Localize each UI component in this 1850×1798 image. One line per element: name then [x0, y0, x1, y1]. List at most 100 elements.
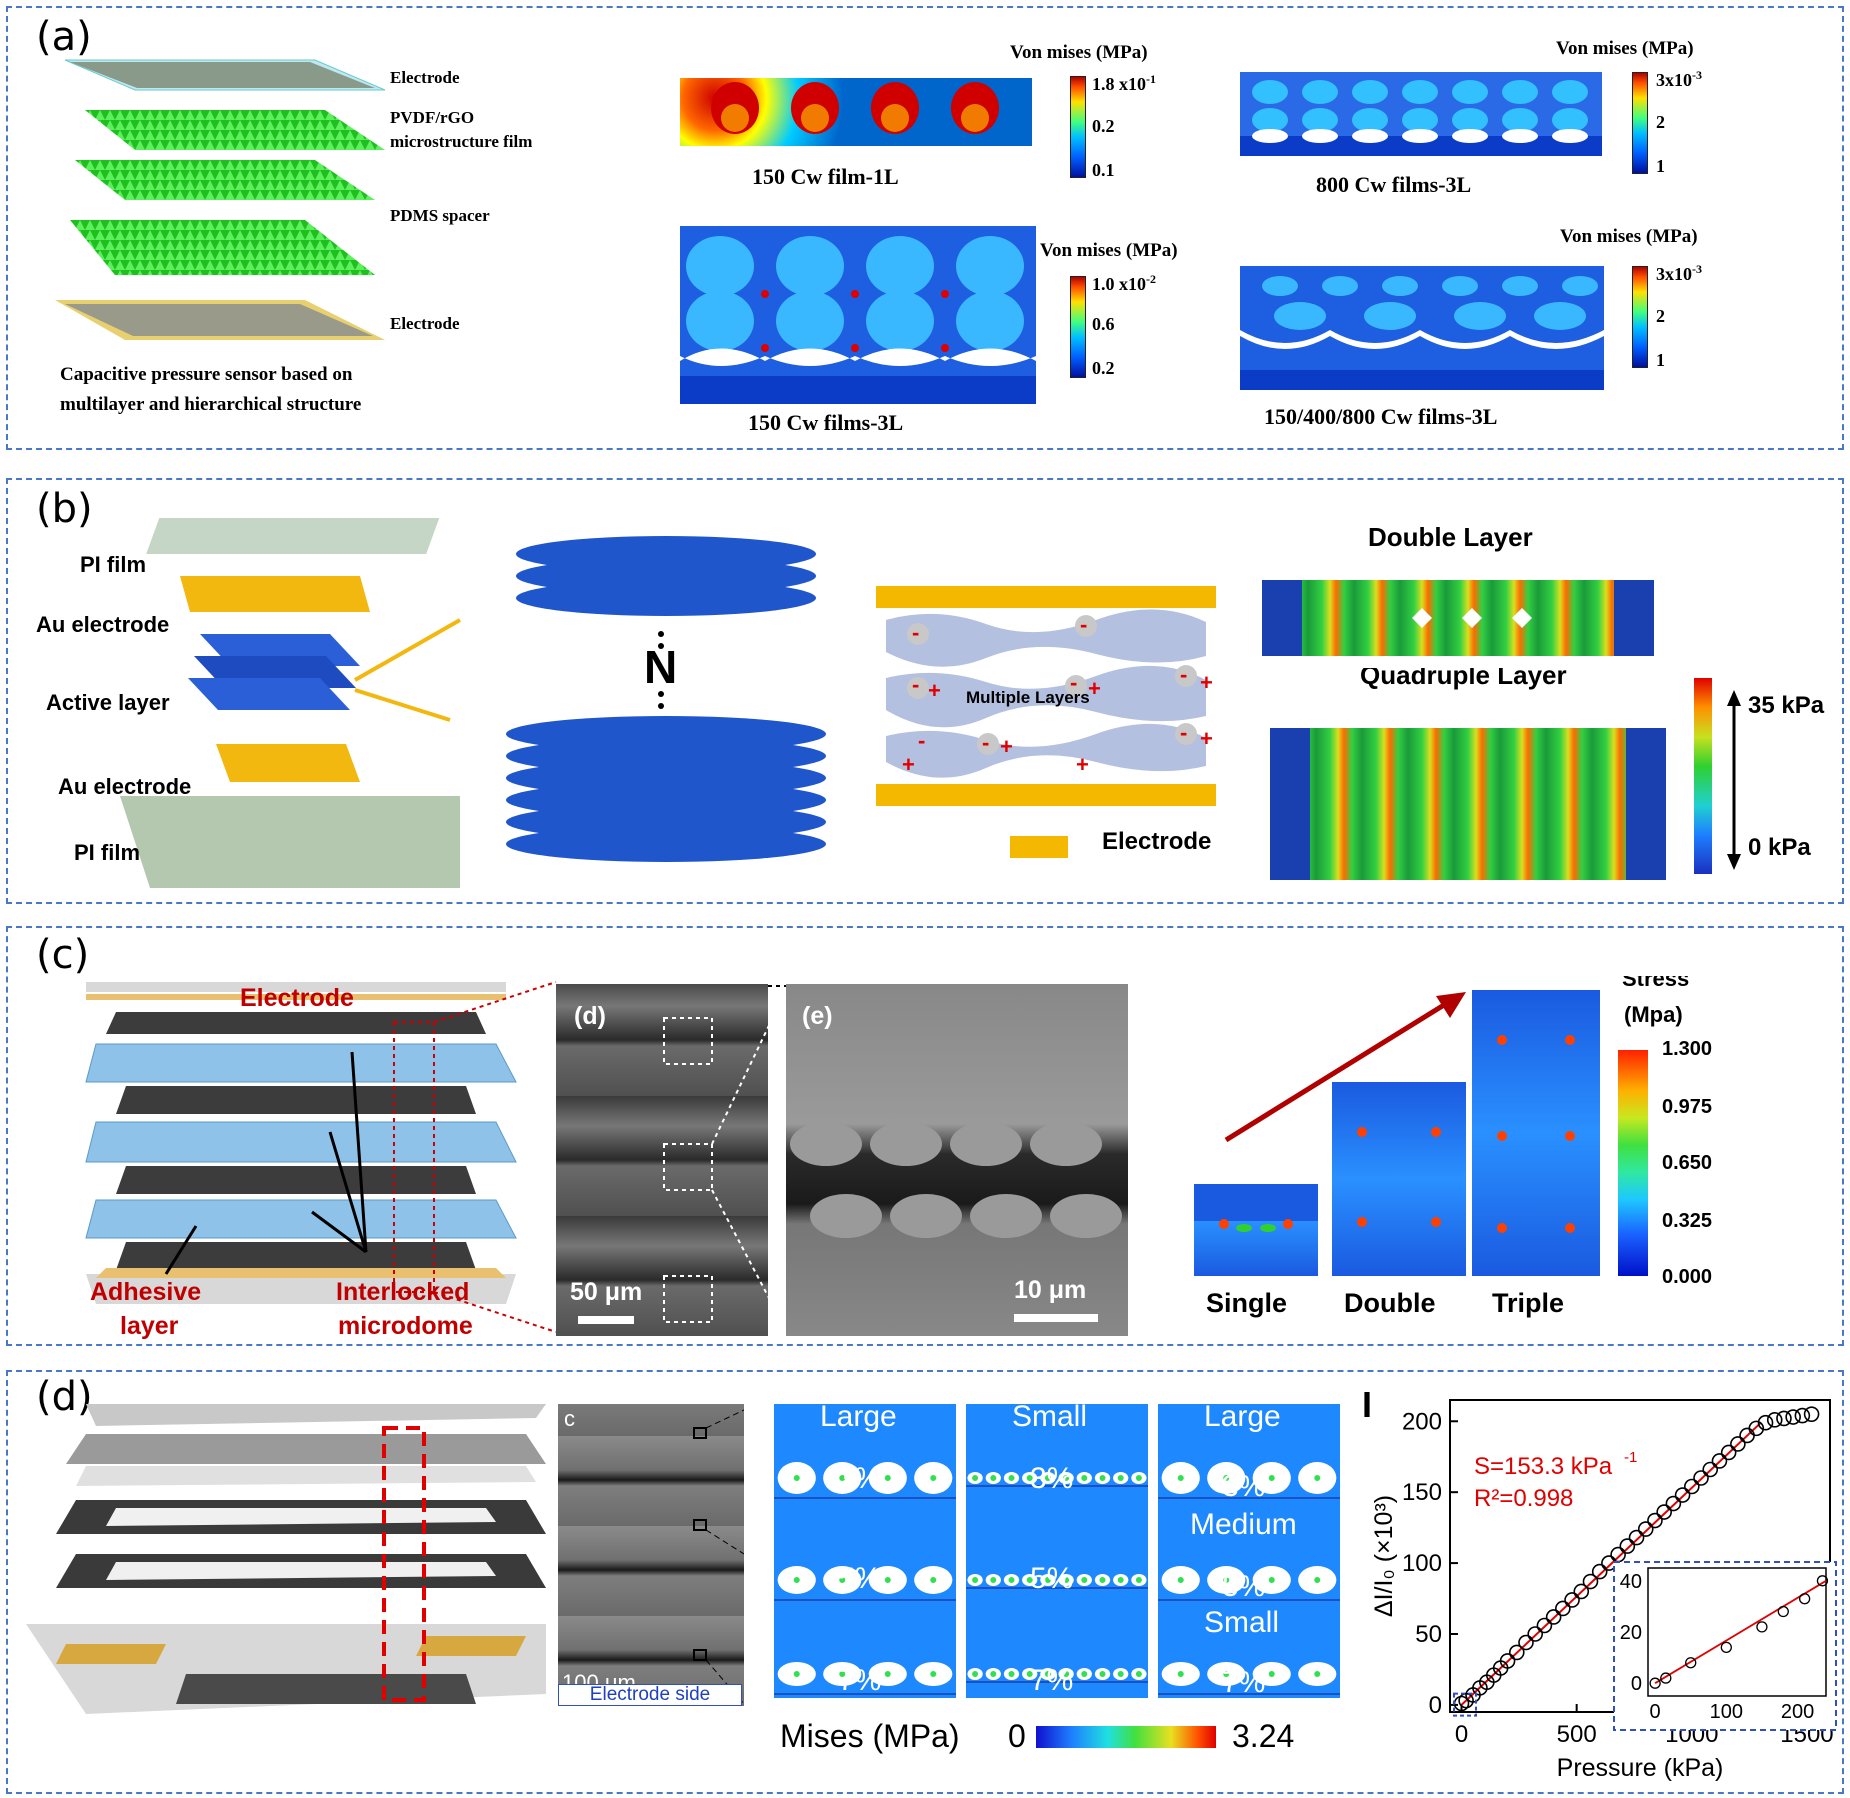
- a-sim-1L-title: Von mises (MPa): [1010, 42, 1148, 63]
- panel-c-label: (c): [36, 932, 90, 978]
- inset-source-box: [1453, 1692, 1477, 1717]
- c-stack-triple: [1472, 990, 1600, 1276]
- fem-contact: [1044, 1577, 1051, 1583]
- annotation-sensitivity: S=153.3 kPa: [1474, 1453, 1613, 1480]
- b-layer-stack: [120, 518, 460, 888]
- c-stress-title-1: Stress: [1622, 976, 1690, 990]
- c-interlocked-label-2: microdome: [338, 1312, 473, 1340]
- inset-data-point: [1756, 1621, 1768, 1633]
- fem-contact: [1081, 1475, 1088, 1481]
- c-trend-arrow: [1224, 992, 1466, 1143]
- fem-contact: [793, 1671, 800, 1677]
- d-c2-r3-strain: 7%: [1030, 1664, 1074, 1697]
- d-sem-letter: c: [564, 1406, 575, 1431]
- svg-text:+: +: [1088, 676, 1101, 701]
- fem-contact: [1063, 1475, 1070, 1481]
- d-c1-r2-strain: 5%: [838, 1562, 882, 1595]
- b-label-pi-bottom: PI film: [74, 840, 141, 865]
- fem-contact: [1135, 1577, 1142, 1583]
- b-multiple-layers: Multiple Layers: [966, 688, 1090, 707]
- fem-contact: [1314, 1577, 1321, 1583]
- b-electrode-legend: Electrode: [1102, 828, 1212, 855]
- fem-contact: [1223, 1475, 1230, 1481]
- fem-contact: [1008, 1671, 1015, 1677]
- data-point: [1702, 1461, 1719, 1478]
- svg-text:+: +: [1076, 752, 1089, 777]
- b-label-au-bottom: Au electrode: [58, 774, 192, 799]
- c-stack-double-label: Double: [1344, 1288, 1436, 1318]
- fem-contact: [972, 1577, 979, 1583]
- fem-contact: [793, 1475, 800, 1481]
- fem-contact: [884, 1671, 891, 1677]
- y-tick-label: 200: [1402, 1408, 1442, 1435]
- fem-contact: [884, 1577, 891, 1583]
- inset-fit-line: [1654, 1580, 1827, 1684]
- c-sem-e-scale: 10 μm: [1014, 1276, 1087, 1304]
- fem-contact: [839, 1577, 846, 1583]
- fem-contact: [990, 1671, 997, 1677]
- inset-data-point: [1816, 1575, 1829, 1587]
- d-mises-max: 3.24: [1232, 1718, 1295, 1754]
- svg-text:+: +: [1000, 734, 1013, 759]
- panel-d: [6, 1370, 1844, 1794]
- c-stress-tick-1: 0.975: [1662, 1096, 1713, 1118]
- b-n-symbol: N: [644, 641, 678, 693]
- fem-contact: [1135, 1671, 1142, 1677]
- svg-text:-: -: [982, 730, 989, 755]
- fem-contact: [930, 1577, 937, 1583]
- c-interlocked-label-1: Interlocked: [336, 1278, 470, 1306]
- fem-contact: [1268, 1671, 1275, 1677]
- b-layer-schematic: - -- + - +- +- - +- ++ +: [876, 586, 1216, 806]
- data-point: [1693, 1470, 1709, 1486]
- b-arrows: [354, 618, 461, 722]
- c-stress-tick-3: 0.325: [1662, 1210, 1713, 1232]
- data-point: [1582, 1573, 1599, 1590]
- a-sim-800-min: 1: [1656, 156, 1665, 176]
- d-c3-r2-strain: 5%: [1222, 1570, 1266, 1603]
- data-point: [1555, 1600, 1571, 1617]
- fem-contact: [1117, 1577, 1124, 1583]
- svg-text:+: +: [1200, 726, 1213, 751]
- svg-text:-: -: [1070, 670, 1077, 695]
- a-sim-1L-caption: 150 Cw film-1L: [752, 164, 899, 189]
- inset-frame: [1647, 1567, 1827, 1697]
- y-tick-label: 50: [1415, 1621, 1442, 1648]
- inset-border: [1613, 1561, 1837, 1731]
- panel-b-label: (b): [36, 486, 93, 532]
- b-stacked-layers: [506, 536, 826, 862]
- b-label-pi-top: PI film: [80, 552, 147, 577]
- inset-x-tick-label: 100: [1710, 1701, 1743, 1723]
- fem-contact: [1063, 1671, 1070, 1677]
- a-sim-mixed-caption: 150/400/800 Cw films-3L: [1264, 404, 1498, 429]
- data-point: [1647, 1512, 1663, 1529]
- x-tick-label: 0: [1455, 1721, 1468, 1748]
- fem-contact: [839, 1475, 846, 1481]
- d-c2-r2-strain: 5%: [1030, 1562, 1074, 1595]
- inset-x-tick-label: 0: [1650, 1701, 1661, 1723]
- data-point: [1785, 1409, 1801, 1425]
- x-axis-label: Pressure (kPa): [1557, 1754, 1724, 1782]
- c-stack-single: [1194, 1184, 1318, 1276]
- data-point: [1637, 1521, 1654, 1537]
- inset-y-tick-label: 20: [1620, 1622, 1642, 1644]
- data-point: [1730, 1436, 1746, 1452]
- fem-contact: [1008, 1475, 1015, 1481]
- b-double-layer-title: Double Layer: [1368, 522, 1533, 552]
- b-label-active: Active layer: [46, 690, 170, 715]
- inset-data-point: [1798, 1593, 1811, 1605]
- data-point: [1545, 1609, 1562, 1625]
- data-point: [1499, 1653, 1516, 1669]
- svg-text:+: +: [902, 752, 915, 777]
- data-point: [1776, 1410, 1792, 1427]
- a-sim-mixed-min: 1: [1656, 350, 1665, 370]
- y-tick-label: 0: [1429, 1692, 1442, 1719]
- inset-data-point: [1660, 1672, 1672, 1684]
- fem-contact: [1044, 1475, 1051, 1481]
- a-sim-150-3L-min: 0.2: [1092, 358, 1115, 378]
- d-c1-r3-strain: 7%: [838, 1664, 882, 1697]
- inset-data-point: [1777, 1605, 1789, 1618]
- a-sim-mixed-mid: 2: [1656, 306, 1665, 326]
- svg-text:-: -: [912, 620, 919, 645]
- x-tick-label: 500: [1557, 1721, 1597, 1748]
- a-sim-150-3L-colorbar: [1070, 276, 1086, 378]
